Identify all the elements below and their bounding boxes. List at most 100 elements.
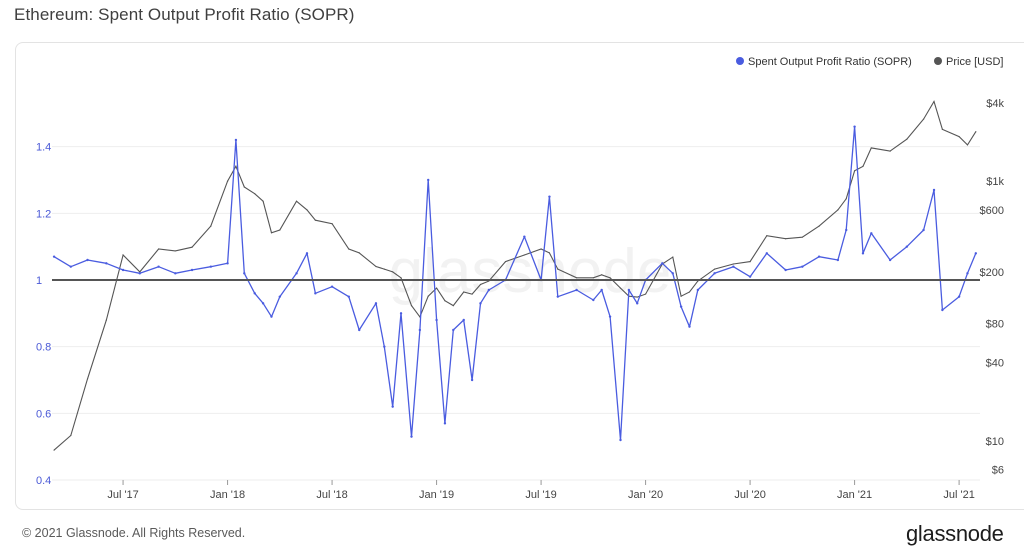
price-point xyxy=(452,305,454,307)
price-point xyxy=(314,219,316,221)
y-axis-right: $4k $1k $600 $200 $80 $40 $10 $6 xyxy=(980,98,1005,477)
sopr-point xyxy=(452,328,455,332)
sopr-point xyxy=(52,255,56,258)
price-point xyxy=(785,238,787,240)
sopr-point xyxy=(427,178,430,182)
sopr-point xyxy=(784,268,787,272)
sopr-point xyxy=(253,292,256,295)
sopr-point xyxy=(295,272,298,275)
price-point xyxy=(672,256,674,258)
sopr-point xyxy=(941,308,944,312)
price-point xyxy=(801,236,803,238)
sopr-point xyxy=(661,262,664,265)
price-point xyxy=(279,229,281,231)
sopr-point xyxy=(556,295,560,298)
sopr-point xyxy=(358,328,361,332)
legend-item-sopr[interactable]: Spent Output Profit Ratio (SOPR) xyxy=(736,56,912,68)
x-tick-label: Jul '20 xyxy=(734,489,765,501)
price-point xyxy=(358,252,360,254)
sopr-point xyxy=(347,295,350,298)
y-left-tick-label: 1 xyxy=(36,275,42,287)
price-point xyxy=(644,293,647,295)
sopr-point xyxy=(278,295,282,298)
price-point xyxy=(210,225,212,227)
price-point xyxy=(226,180,229,182)
sopr-point xyxy=(922,228,925,232)
price-point xyxy=(906,138,908,140)
legend-item-price[interactable]: Price [USD] xyxy=(934,56,1003,68)
price-point xyxy=(601,274,603,276)
price-point xyxy=(958,136,960,138)
x-tick-label: Jul '17 xyxy=(107,489,138,501)
price-point xyxy=(680,295,682,297)
price-point xyxy=(157,248,160,250)
sopr-point xyxy=(713,272,716,275)
legend-label-sopr: Spent Output Profit Ratio (SOPR) xyxy=(748,56,912,68)
sopr-point xyxy=(870,232,873,235)
price-point xyxy=(870,147,872,149)
sopr-point xyxy=(817,255,821,258)
price-point xyxy=(427,295,429,297)
sopr-point xyxy=(138,272,141,275)
sopr-point xyxy=(845,228,848,232)
sopr-point xyxy=(801,265,804,268)
sopr-point xyxy=(905,245,909,248)
price-point xyxy=(636,296,638,298)
price-point xyxy=(845,198,847,200)
y-right-tick-label: $40 xyxy=(986,358,1004,370)
price-point xyxy=(348,248,350,250)
x-tick-label: Jan '21 xyxy=(837,489,872,501)
price-point xyxy=(105,319,107,321)
sopr-point xyxy=(853,125,856,128)
sopr-point xyxy=(226,262,229,265)
sopr-point xyxy=(523,235,526,238)
legend-dot-price xyxy=(934,57,942,65)
sopr-point xyxy=(330,285,334,288)
sopr-point xyxy=(410,435,413,438)
sopr-point xyxy=(190,268,194,272)
sopr-point xyxy=(696,288,700,292)
price-point xyxy=(557,268,559,270)
price-point xyxy=(966,144,969,146)
sopr-point xyxy=(86,258,89,262)
sopr-point xyxy=(121,268,125,272)
sopr-point xyxy=(592,298,595,302)
price-point xyxy=(479,283,482,286)
sopr-point xyxy=(470,378,474,382)
sopr-point xyxy=(418,328,422,332)
price-point xyxy=(837,209,839,211)
price-point xyxy=(174,250,176,252)
price-point xyxy=(295,200,298,202)
x-tick-label: Jul '21 xyxy=(943,489,974,501)
price-point xyxy=(548,252,551,254)
sopr-point xyxy=(462,318,465,322)
price-point xyxy=(592,277,594,279)
price-point xyxy=(933,100,935,103)
legend[interactable]: Spent Output Profit Ratio (SOPR) Price [… xyxy=(736,56,1003,68)
price-point xyxy=(70,434,72,437)
footer-copyright: © 2021 Glassnode. All Rights Reserved. xyxy=(22,526,246,540)
price-point xyxy=(306,209,308,211)
price-point xyxy=(254,193,256,195)
price-point xyxy=(688,291,691,293)
sopr-point xyxy=(399,312,403,315)
price-point xyxy=(862,165,864,167)
sopr-point xyxy=(608,315,612,318)
sopr-point xyxy=(174,272,177,275)
price-point xyxy=(262,200,264,202)
sopr-point xyxy=(314,292,317,295)
y-left-tick-label: 0.8 xyxy=(36,342,51,354)
watermark: glassnode xyxy=(389,237,672,306)
price-point xyxy=(540,248,542,250)
sopr-point xyxy=(636,302,639,305)
price-point xyxy=(975,131,977,133)
price-point xyxy=(523,254,525,256)
x-tick-label: Jan '18 xyxy=(210,489,245,501)
sopr-point xyxy=(270,315,273,318)
sopr-point xyxy=(575,288,578,292)
sopr-point xyxy=(234,138,238,142)
price-point xyxy=(853,170,856,172)
x-tick-label: Jul '18 xyxy=(316,489,347,501)
sopr-point xyxy=(435,318,438,322)
glassnode-logo[interactable]: glassnode xyxy=(906,521,1004,546)
